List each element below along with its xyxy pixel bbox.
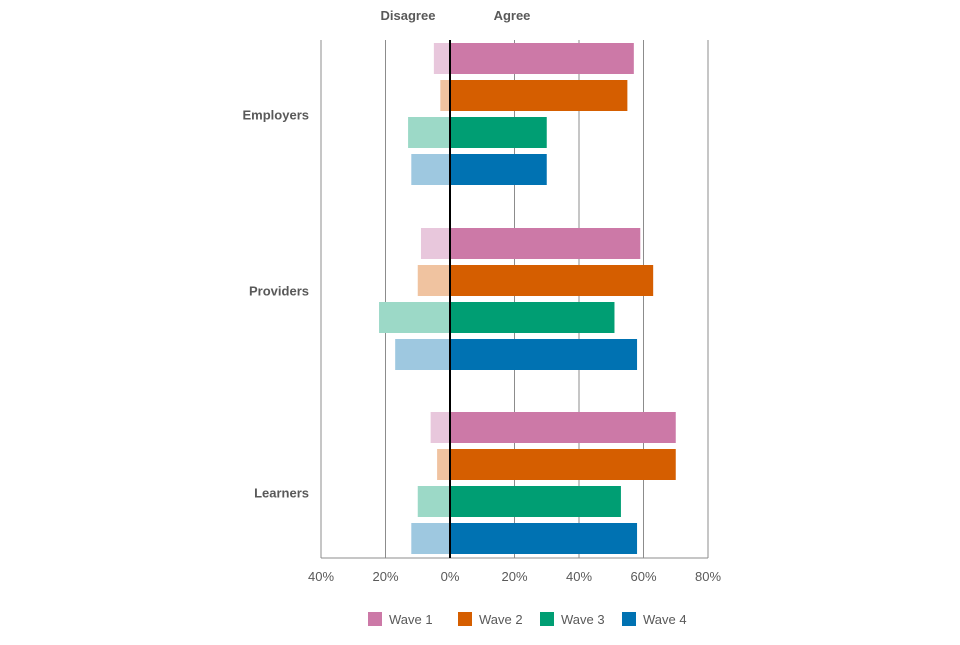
disagree-bar xyxy=(440,80,450,111)
agree-bar xyxy=(450,265,654,296)
agree-header: Agree xyxy=(494,8,531,23)
agree-bar xyxy=(450,412,676,443)
agree-bar xyxy=(450,486,621,517)
disagree-bar xyxy=(437,449,450,480)
legend-label: Wave 2 xyxy=(479,612,523,627)
disagree-bar xyxy=(411,154,450,185)
legend-swatch xyxy=(458,612,472,626)
legend-label: Wave 4 xyxy=(643,612,687,627)
disagree-bar xyxy=(433,43,450,74)
agree-bar xyxy=(450,228,641,259)
x-tick-label: 20% xyxy=(501,569,527,584)
x-tick-label: 0% xyxy=(441,569,460,584)
legend-label: Wave 1 xyxy=(389,612,433,627)
agree-bar xyxy=(450,302,615,333)
disagree-bar xyxy=(417,486,450,517)
x-tick-label: 40% xyxy=(308,569,334,584)
agree-bar xyxy=(450,117,547,148)
agree-bar xyxy=(450,154,547,185)
legend-label: Wave 3 xyxy=(561,612,605,627)
disagree-bar xyxy=(408,117,450,148)
x-tick-label: 60% xyxy=(630,569,656,584)
x-tick-label: 20% xyxy=(372,569,398,584)
agree-bar xyxy=(450,43,634,74)
legend: Wave 1 Wave 2 Wave 3 Wave 4 xyxy=(368,612,687,627)
category-label: Providers xyxy=(249,283,309,298)
legend-swatch xyxy=(368,612,382,626)
x-tick-label: 80% xyxy=(695,569,721,584)
disagree-bar xyxy=(395,339,450,370)
agree-bar xyxy=(450,339,638,370)
legend-swatch xyxy=(540,612,554,626)
disagree-bar xyxy=(417,265,450,296)
category-label: Employers xyxy=(243,107,309,122)
legend-swatch xyxy=(622,612,636,626)
x-tick-label: 40% xyxy=(566,569,592,584)
disagree-bar xyxy=(379,302,450,333)
disagree-bar xyxy=(420,228,450,259)
agree-bar xyxy=(450,80,628,111)
disagree-header: Disagree xyxy=(381,8,436,23)
agree-bar xyxy=(450,523,638,554)
disagree-bar xyxy=(430,412,450,443)
agree-bar xyxy=(450,449,676,480)
disagree-bar xyxy=(411,523,450,554)
category-label: Learners xyxy=(254,485,309,500)
